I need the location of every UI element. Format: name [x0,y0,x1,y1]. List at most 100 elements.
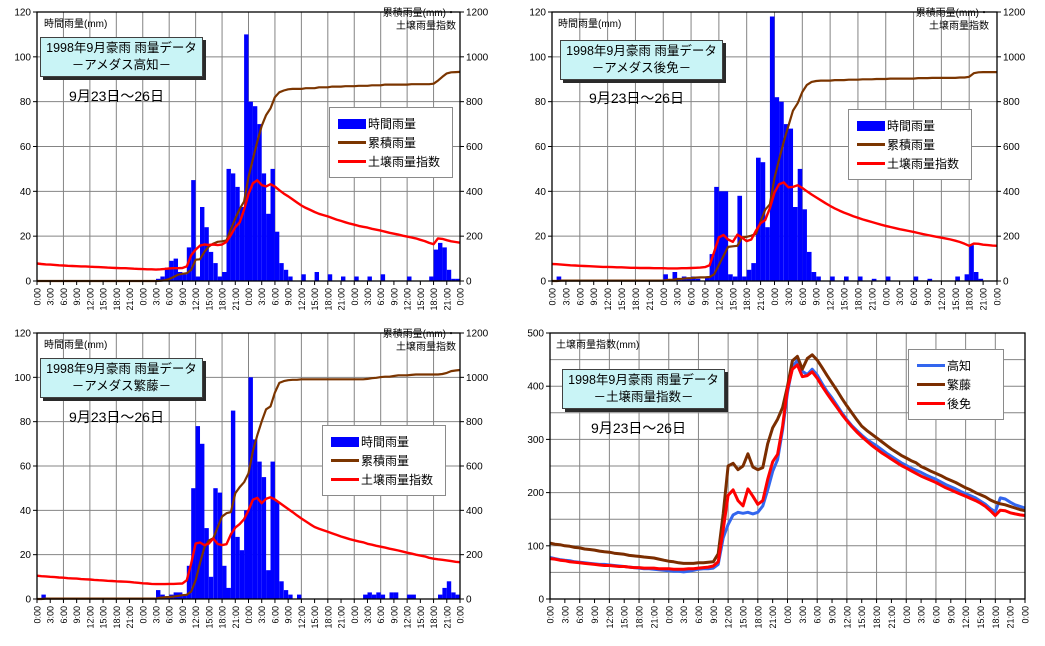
svg-text:0:00: 0:00 [1021,606,1031,624]
svg-text:1000: 1000 [1003,52,1026,63]
legend: 時間雨量 累積雨量 土壌雨量指数 [329,107,453,178]
legend-item-cumulative-rain: 累積雨量 [331,451,437,470]
svg-text:9:00: 9:00 [178,606,188,624]
svg-text:15:00: 15:00 [620,606,630,629]
chart-title-line1: 1998年9月豪雨 雨量データ [46,362,197,376]
svg-text:12:00: 12:00 [961,606,971,629]
svg-text:0:00: 0:00 [659,288,669,306]
svg-text:12:00: 12:00 [403,606,413,629]
svg-text:120: 120 [14,329,31,340]
legend-item-soil-index: 土壌雨量指数 [331,470,437,489]
svg-text:18:00: 18:00 [635,606,645,629]
svg-text:3:00: 3:00 [152,288,162,306]
svg-text:40: 40 [20,187,32,198]
svg-text:9:00: 9:00 [812,288,822,306]
left-axis-title: 土壌雨量指数(mm) [556,340,640,351]
svg-text:6:00: 6:00 [575,288,585,306]
svg-text:3:00: 3:00 [46,288,56,306]
svg-text:6:00: 6:00 [59,606,69,624]
legend-item-cumulative-rain: 累積雨量 [338,133,444,152]
svg-text:6:00: 6:00 [687,288,697,306]
svg-text:800: 800 [466,417,483,428]
svg-text:18:00: 18:00 [218,606,228,629]
svg-text:9:00: 9:00 [946,606,956,624]
svg-text:15:00: 15:00 [416,606,426,629]
svg-text:600: 600 [466,142,483,153]
svg-text:120: 120 [529,8,546,19]
svg-text:21:00: 21:00 [231,606,241,629]
svg-text:12:00: 12:00 [85,288,95,311]
svg-text:0:00: 0:00 [902,606,912,624]
svg-text:18:00: 18:00 [323,288,333,311]
svg-text:12:00: 12:00 [297,606,307,629]
svg-text:6:00: 6:00 [165,606,175,624]
svg-text:0:00: 0:00 [770,288,780,306]
svg-text:0: 0 [1003,277,1009,288]
svg-text:0: 0 [466,277,472,288]
svg-text:6:00: 6:00 [909,288,919,306]
svg-text:18:00: 18:00 [753,606,763,629]
chart-title-line2: －アメダス後免－ [591,61,692,75]
legend-item-gomen: 後免 [917,394,995,413]
svg-text:3:00: 3:00 [895,288,905,306]
hourly-rain-swatch [338,118,366,129]
svg-text:0:00: 0:00 [138,288,148,306]
svg-text:0:00: 0:00 [993,288,1003,306]
svg-text:15:00: 15:00 [204,606,214,629]
svg-text:6:00: 6:00 [165,288,175,306]
svg-text:18:00: 18:00 [631,288,641,311]
svg-text:6:00: 6:00 [59,288,69,306]
legend: 時間雨量 累積雨量 土壌雨量指数 [848,109,972,180]
svg-text:21:00: 21:00 [337,288,347,311]
svg-text:6:00: 6:00 [575,606,585,624]
svg-text:15:00: 15:00 [99,606,109,629]
left-axis-title: 時間雨量(mm) [44,340,108,351]
chart-title-box: 1998年9月豪雨 雨量データ －土壌雨量指数－ [562,369,725,409]
svg-text:18:00: 18:00 [742,288,752,311]
svg-text:12:00: 12:00 [403,288,413,311]
svg-text:18:00: 18:00 [112,606,122,629]
svg-text:1200: 1200 [1003,8,1026,19]
svg-text:0:00: 0:00 [548,288,558,306]
legend: 時間雨量 累積雨量 土壌雨量指数 [322,425,446,496]
chart-kochi: 0 20 40 60 80 100 120 0 200 400 600 800 1000 1200 0:00… [0,0,522,323]
svg-text:40: 40 [20,506,32,517]
chart-subtitle: 9月23日〜26日 [69,88,164,104]
svg-text:18:00: 18:00 [323,606,333,629]
svg-text:15:00: 15:00 [99,288,109,311]
svg-text:6:00: 6:00 [270,288,280,306]
svg-text:21:00: 21:00 [337,606,347,629]
svg-text:18:00: 18:00 [429,606,439,629]
svg-text:6:00: 6:00 [931,606,941,624]
svg-text:0:00: 0:00 [664,606,674,624]
svg-text:21:00: 21:00 [645,288,655,311]
svg-text:21:00: 21:00 [442,288,452,311]
kochi-line-swatch [917,364,945,367]
svg-text:500: 500 [527,329,544,340]
svg-text:40: 40 [535,187,547,198]
svg-text:120: 120 [14,8,31,19]
svg-text:60: 60 [535,142,547,153]
svg-text:0:00: 0:00 [881,288,891,306]
legend-item-hourly-rain: 時間雨量 [331,432,437,451]
svg-text:0:00: 0:00 [350,288,360,306]
svg-text:200: 200 [466,232,483,243]
svg-text:9:00: 9:00 [389,606,399,624]
left-axis-title: 時間雨量(mm) [558,19,622,30]
svg-text:9:00: 9:00 [590,606,600,624]
chart-subtitle: 9月23日〜26日 [591,420,686,436]
svg-text:6:00: 6:00 [813,606,823,624]
svg-text:6:00: 6:00 [798,288,808,306]
svg-text:21:00: 21:00 [231,288,241,311]
svg-text:15:00: 15:00 [951,288,961,311]
svg-text:12:00: 12:00 [603,288,613,311]
svg-text:21:00: 21:00 [887,606,897,629]
legend-item-shigeto: 繁藤 [917,375,995,394]
svg-text:3:00: 3:00 [363,288,373,306]
chart-title-box: 1998年9月豪雨 雨量データ －アメダス後免－ [560,40,723,80]
cumulative-rain-swatch [338,141,366,144]
svg-text:600: 600 [466,462,483,473]
svg-text:0:00: 0:00 [244,288,254,306]
svg-text:15:00: 15:00 [204,288,214,311]
svg-text:3:00: 3:00 [798,606,808,624]
